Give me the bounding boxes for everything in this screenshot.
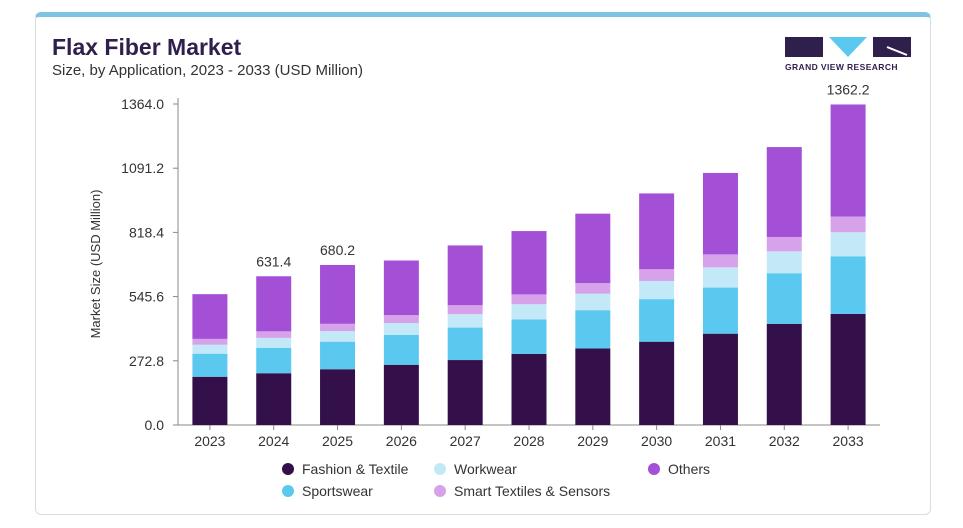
bar-segment [383,334,419,365]
bar-segment [830,232,866,257]
data-label: 680.2 [320,242,355,258]
bar-segment [766,251,802,274]
legend-label: Fashion & Textile [302,461,409,477]
bar-segment [320,369,356,425]
bar-segment [320,331,356,342]
bar-segment [256,276,292,332]
x-tick-label: 2024 [258,433,289,449]
bar-segment [511,294,547,305]
legend-fashion-textile: Fashion & Textile [282,461,408,477]
bar-segment [511,353,547,425]
bar-segment [511,231,547,295]
bar-segment [702,172,738,255]
bar-segment [575,310,611,349]
legend-label: Sportswear [302,483,373,499]
legend-swatch [282,485,294,497]
bar-segment [320,264,356,324]
bar-segment [575,348,611,425]
legend-others: Others [648,461,710,477]
legend-swatch [282,463,294,475]
bar-segment [639,341,675,425]
grand-view-research-logo [785,37,911,57]
bar-segment [639,269,675,281]
y-tick-label: 1364.0 [121,96,164,112]
x-tick-label: 2033 [833,433,864,449]
y-tick-label: 818.4 [129,224,164,240]
bar-segment [639,280,675,300]
bar-segment [192,376,228,425]
y-tick-label: 272.8 [129,353,164,369]
bar-segment [192,353,228,377]
bar-segment [830,104,866,217]
bar-segment [447,360,483,425]
bar-segment [830,313,866,425]
legend-workwear: Workwear [434,461,517,477]
x-tick-label: 2029 [577,433,608,449]
bar-segment [256,337,292,348]
legend-swatch [648,463,660,475]
bar-segment [575,213,611,284]
x-tick-label: 2030 [641,433,672,449]
bar-segment [766,273,802,324]
y-axis-label: Market Size (USD Million) [88,190,103,339]
bar-segment [766,147,802,237]
legend-smart-textiles-sensors: Smart Textiles & Sensors [434,483,610,499]
chart-title: Flax Fiber Market [52,34,242,60]
x-tick-label: 2028 [513,433,544,449]
bar-segment [383,364,419,425]
legend-swatch [434,485,446,497]
bar-segment [766,323,802,425]
bar-segment [320,341,356,370]
bar-segment [639,193,675,270]
bar-segment [192,344,228,354]
legend-sportswear: Sportswear [282,483,373,499]
x-tick-label: 2025 [322,433,353,449]
bar-segment [511,319,547,354]
data-label: 1362.2 [827,81,870,97]
bar-segment [447,327,483,361]
y-tick-label: 1091.2 [121,160,164,176]
x-tick-label: 2032 [769,433,800,449]
bar-segment [320,323,356,332]
x-tick-label: 2026 [386,433,417,449]
logo-text: GRAND VIEW RESEARCH [785,62,898,72]
bar-segment [575,283,611,294]
bar-segment [192,338,228,345]
bar-segment [702,267,738,288]
x-tick-label: 2023 [194,433,225,449]
bar-segment [702,333,738,425]
bar-segment [639,299,675,342]
x-tick-label: 2027 [450,433,481,449]
y-tick-label: 545.6 [129,289,164,305]
legend-label: Smart Textiles & Sensors [454,483,611,499]
legend-label: Others [668,461,711,477]
bar-segment [447,245,483,306]
bar-segment [511,304,547,320]
bar-segment [192,294,228,339]
y-tick-label: 0.0 [145,417,165,433]
bar-segment [383,260,419,316]
legend-label: Workwear [454,461,517,477]
bar-segment [256,347,292,374]
bar-segment [830,256,866,314]
bar-segment [256,331,292,338]
chart-subtitle: Size, by Application, 2023 - 2033 (USD M… [52,62,363,79]
bar-segment [256,373,292,425]
bar-segment [766,236,802,252]
data-label: 631.4 [256,253,291,269]
bar-segment [575,293,611,311]
bar-segment [383,323,419,335]
bar-segment [702,254,738,268]
bar-segment [447,314,483,328]
bar-segment [702,287,738,334]
legend-swatch [434,463,446,475]
x-tick-label: 2031 [705,433,736,449]
bar-segment [447,305,483,315]
bar-segment [830,216,866,233]
bar-segment [383,315,419,324]
